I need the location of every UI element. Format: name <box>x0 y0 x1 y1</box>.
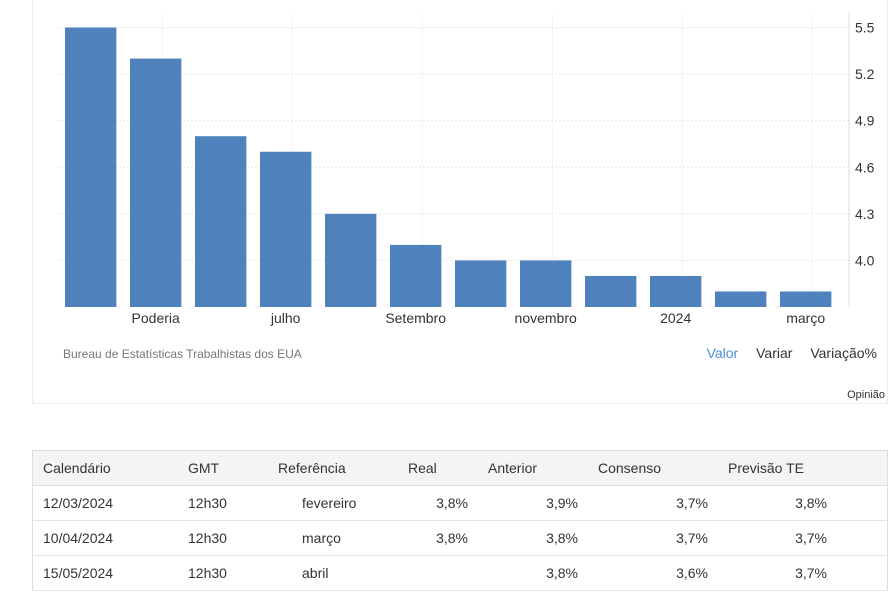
y-tick-label: 4.0 <box>855 252 875 268</box>
table-row: 12/03/2024 12h30 fevereiro 3,8% 3,9% 3,7… <box>32 485 888 521</box>
bar <box>325 213 377 307</box>
header-te-forecast: Previsão TE <box>718 450 888 486</box>
x-tick-label: novembro <box>515 310 577 326</box>
bar <box>715 291 767 307</box>
mode-valor-link[interactable]: Valor <box>706 345 739 361</box>
y-tick-label: 5.2 <box>855 66 875 82</box>
header-actual: Real <box>398 450 478 486</box>
chart-mode-selector: Valor Variar Variação% <box>693 345 877 361</box>
x-tick-label: 2024 <box>660 310 691 326</box>
bar <box>195 136 247 307</box>
table-row: 10/04/2024 12h30 março 3,8% 3,8% 3,7% 3,… <box>32 520 888 556</box>
x-tick-label: julho <box>270 310 301 326</box>
bar <box>780 291 832 307</box>
bar <box>520 260 572 307</box>
cell-te-forecast: 3,8% <box>718 485 888 521</box>
bar-chart: 5.5 5.2 4.9 4.6 4.3 4.0 Poderia julho Setembro no… <box>59 12 875 326</box>
header-consensus: Consenso <box>588 450 718 486</box>
chart-panel: 5.5 5.2 4.9 4.6 4.3 4.0 Poderia julho Setembro no… <box>32 0 888 404</box>
cell-te-forecast: 3,7% <box>718 555 888 591</box>
cell-reference: abril <box>268 555 398 591</box>
cell-previous: 3,9% <box>478 485 588 521</box>
bar <box>260 151 312 307</box>
x-tick-label: Setembro <box>385 310 446 326</box>
header-reference: Referência <box>268 450 398 486</box>
cell-previous: 3,8% <box>478 520 588 556</box>
mode-variar-link[interactable]: Variar <box>756 345 793 361</box>
table-header-row: Calendário GMT Referência Real Anterior … <box>32 450 888 486</box>
cell-actual: 3,8% <box>398 485 478 521</box>
mode-variacao-link[interactable]: Variação% <box>810 345 877 361</box>
bar <box>65 27 117 308</box>
y-tick-label: 4.3 <box>855 206 875 222</box>
cell-te-forecast: 3,7% <box>718 520 888 556</box>
x-tick-label: Poderia <box>132 310 180 326</box>
bar <box>650 275 702 307</box>
header-calendar: Calendário <box>32 450 178 486</box>
cell-consensus: 3,7% <box>588 520 718 556</box>
cell-consensus: 3,6% <box>588 555 718 591</box>
cell-gmt: 12h30 <box>178 485 268 521</box>
cell-actual: 3,8% <box>398 520 478 556</box>
y-tick-label: 4.6 <box>855 159 875 175</box>
header-gmt: GMT <box>178 450 268 486</box>
x-tick-label: março <box>786 310 825 326</box>
bar <box>455 260 507 307</box>
cell-previous: 3,8% <box>478 555 588 591</box>
cell-date: 12/03/2024 <box>32 485 178 521</box>
cell-date: 10/04/2024 <box>32 520 178 556</box>
cell-gmt: 12h30 <box>178 520 268 556</box>
cell-consensus: 3,7% <box>588 485 718 521</box>
table-row: 15/05/2024 12h30 abril 3,8% 3,6% 3,7% <box>32 555 888 591</box>
source-label: Bureau de Estatísticas Trabalhistas dos … <box>63 347 302 361</box>
cell-actual <box>398 555 478 591</box>
y-tick-label: 5.5 <box>855 20 875 36</box>
cell-reference: fevereiro <box>268 485 398 521</box>
header-previous: Anterior <box>478 450 588 486</box>
opinion-link[interactable]: Opinião <box>847 389 885 401</box>
bar <box>585 275 637 307</box>
cell-date: 15/05/2024 <box>32 555 178 591</box>
bar <box>130 58 182 307</box>
y-tick-label: 4.9 <box>855 113 875 129</box>
calendar-table: Calendário GMT Referência Real Anterior … <box>32 450 888 591</box>
bar <box>390 244 442 307</box>
cell-gmt: 12h30 <box>178 555 268 591</box>
cell-reference: março <box>268 520 398 556</box>
